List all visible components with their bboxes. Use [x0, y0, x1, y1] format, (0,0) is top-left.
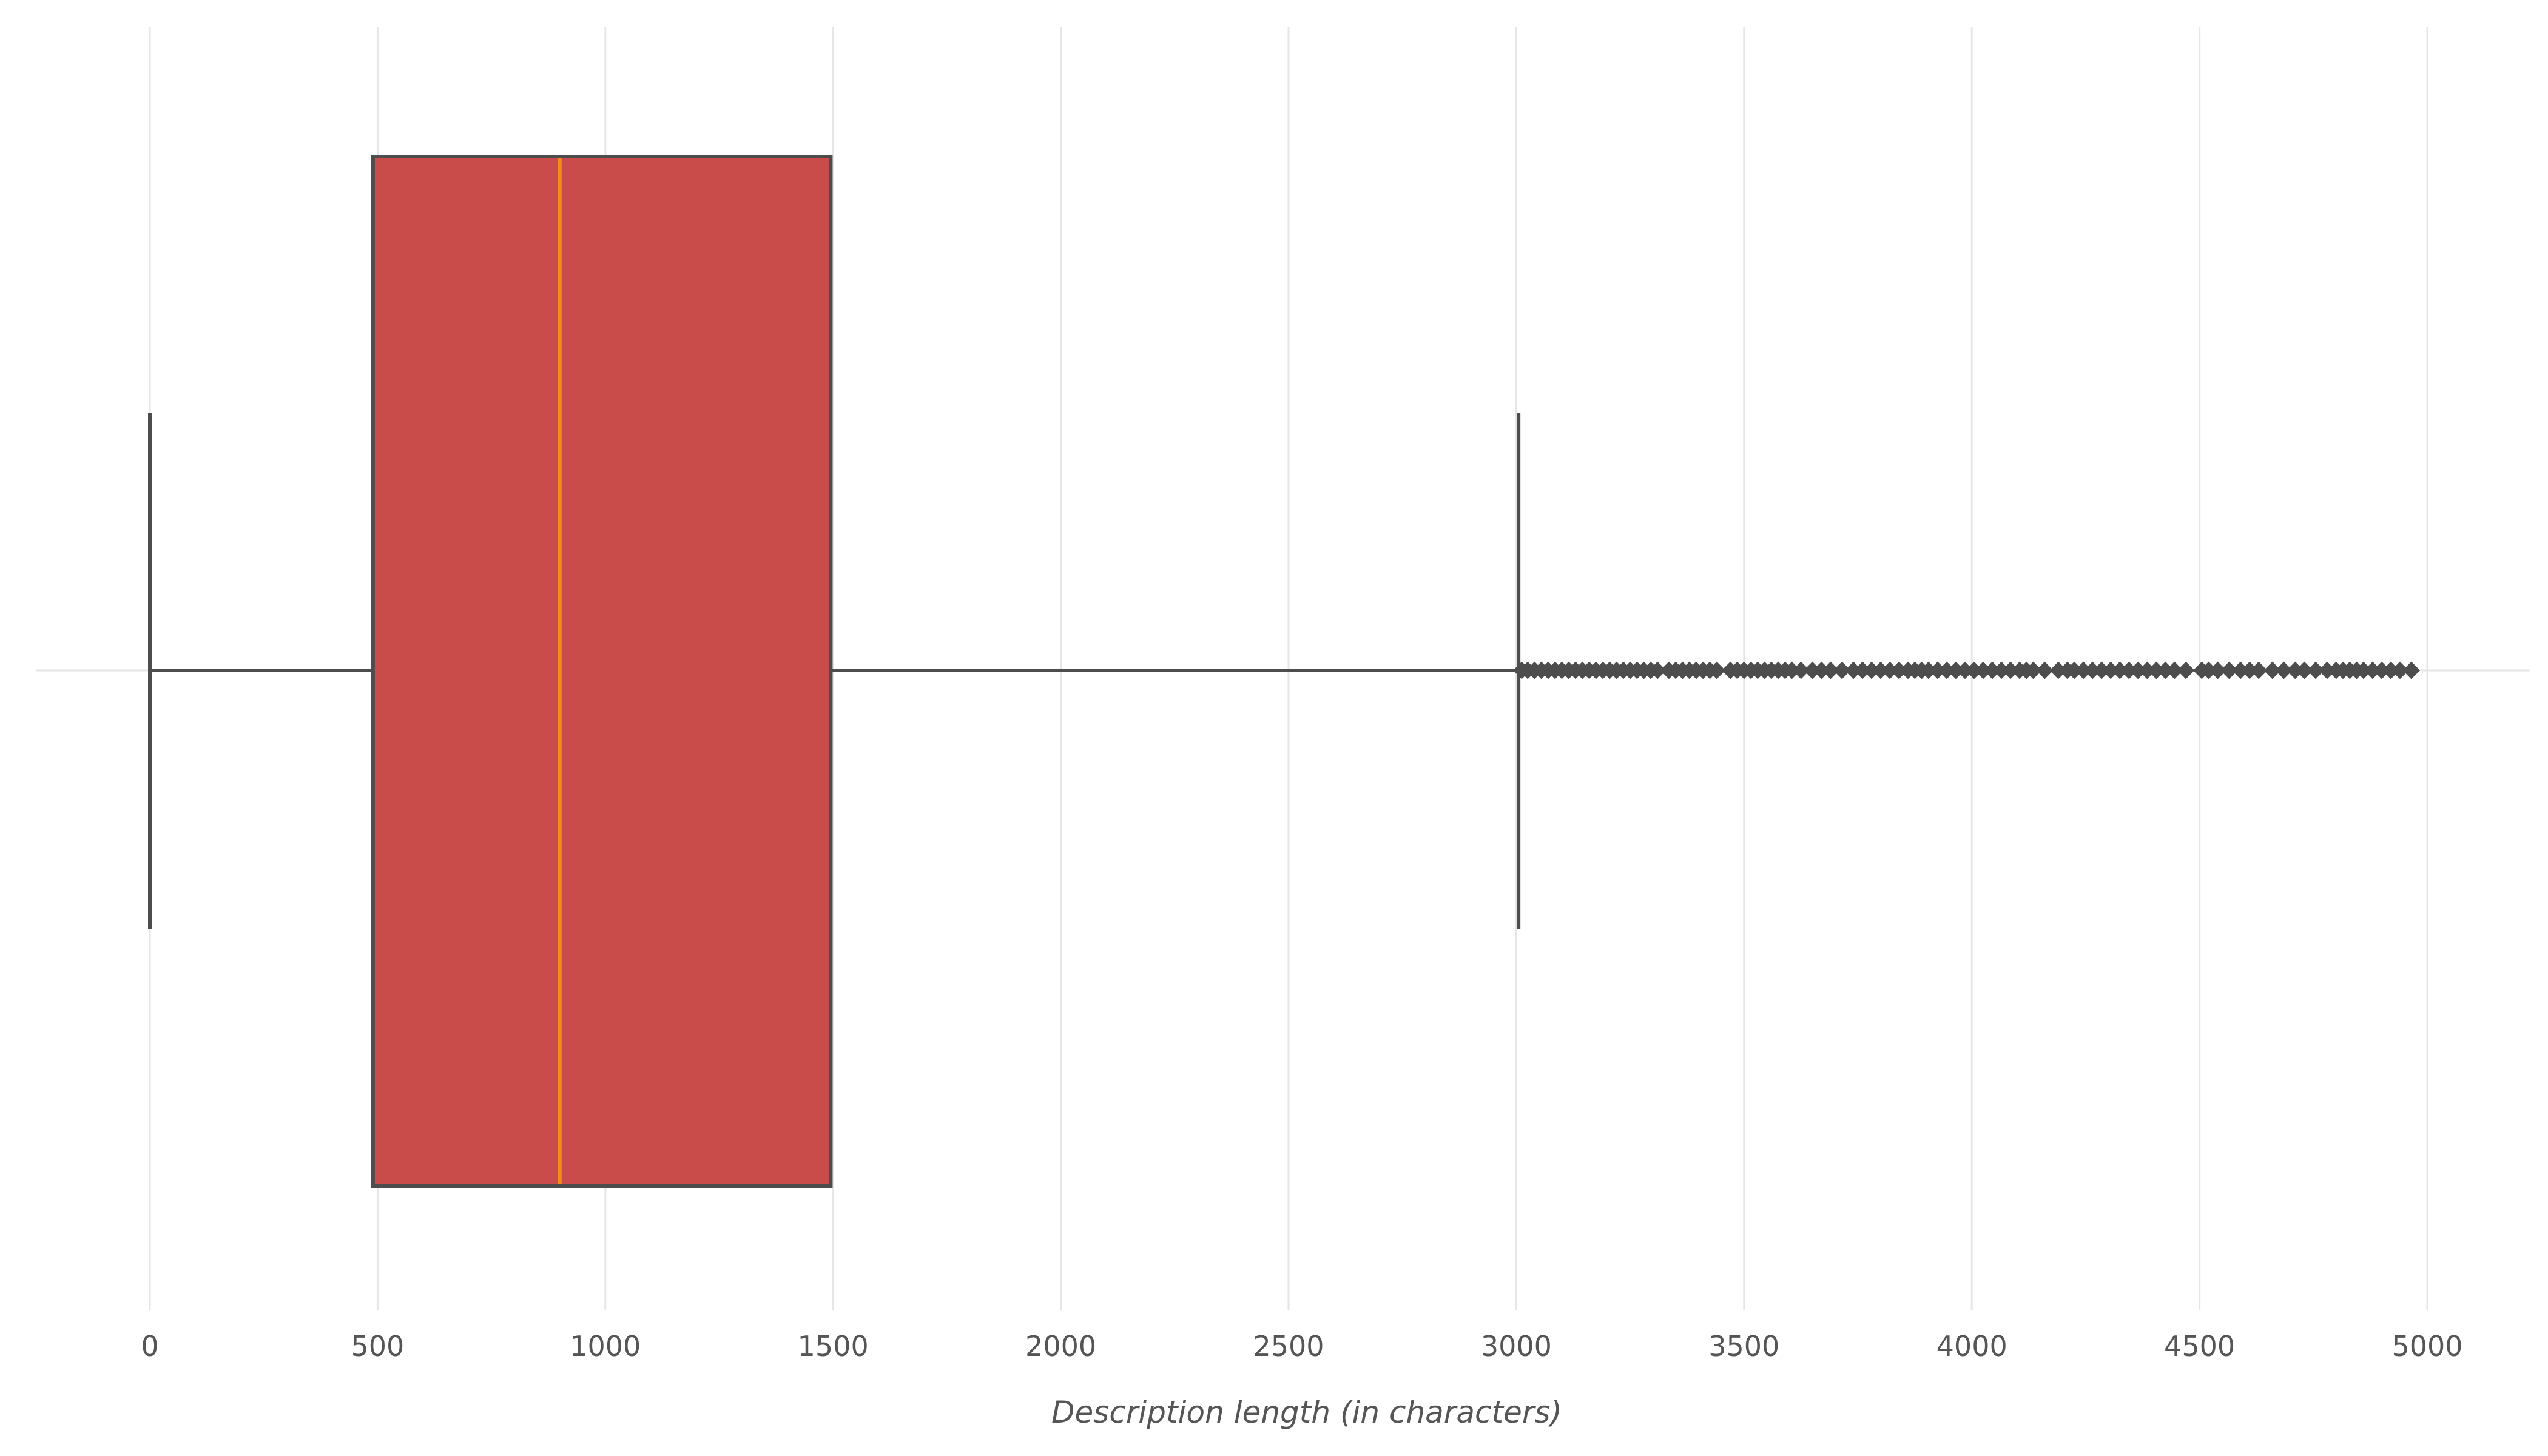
x-tick-label: 2000 — [1025, 1330, 1096, 1363]
x-axis-ticks: 0 500 1000 1500 2000 2500 3000 3500 4000 4500 5000 — [141, 1330, 2462, 1363]
x-tick-label: 1500 — [798, 1330, 869, 1363]
outlier-point — [2165, 661, 2183, 679]
x-tick-label: 5000 — [2391, 1330, 2462, 1363]
outlier-point — [2295, 661, 2313, 679]
x-tick-label: 1000 — [570, 1330, 641, 1363]
outlier-point — [1833, 661, 1851, 679]
x-axis-label: Description length (in characters) — [1051, 1395, 1562, 1430]
outlier-point — [1822, 661, 1839, 679]
outlier-point — [2024, 661, 2042, 679]
outlier-point — [2391, 661, 2409, 679]
x-tick-label: 500 — [351, 1330, 404, 1363]
outliers — [1512, 661, 2421, 679]
iqr-box — [371, 155, 833, 1188]
x-tick-label: 2500 — [1253, 1330, 1324, 1363]
x-tick-label: 4000 — [1936, 1330, 2007, 1363]
outlier-point — [1648, 661, 1667, 679]
x-tick-label: 3000 — [1481, 1330, 1552, 1363]
x-tick-label: 4500 — [2164, 1330, 2235, 1363]
outlier-point — [1708, 661, 1726, 679]
outlier-point — [2209, 661, 2227, 679]
outlier-point — [1792, 661, 1810, 679]
outlier-point — [2035, 661, 2054, 679]
outlier-point — [2263, 661, 2282, 679]
x-tick-label: 3500 — [1708, 1330, 1779, 1363]
outlier-point — [2275, 661, 2293, 679]
box-plot — [148, 155, 1521, 1188]
outlier-point — [2250, 661, 2268, 679]
outlier-point — [2177, 661, 2195, 679]
x-tick-label: 0 — [141, 1330, 158, 1363]
outlier-point — [2220, 661, 2238, 679]
outlier-point — [2402, 661, 2421, 679]
outlier-point — [2307, 661, 2325, 679]
